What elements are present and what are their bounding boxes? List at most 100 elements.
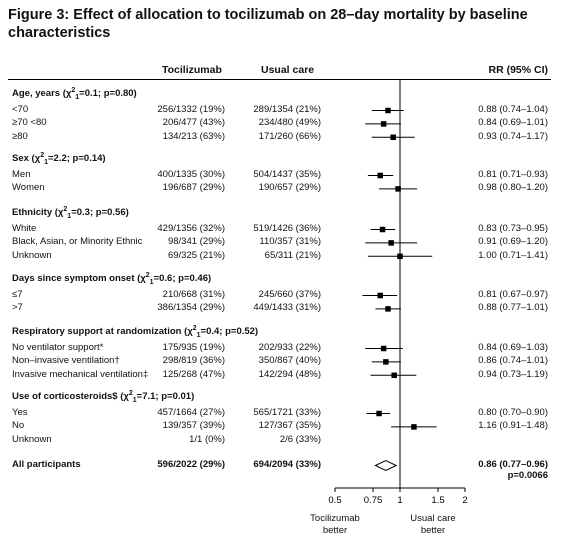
chi-squared-superscript: 2 [63,205,68,213]
row-label: No [12,420,25,432]
row-estimate-point [391,372,397,379]
row-label: White [12,223,37,234]
usual-care-cell: 171/260 (66%) [258,130,321,142]
group-heading-suffix: =0.1; p=0.80) [79,88,137,99]
overall-label: All participants [12,459,81,470]
rr-cell: 0.88 (0.77–1.01) [478,302,548,314]
tocilizumab-cell: 1/1 (0%) [189,433,225,445]
usual-care-cell: 202/933 (22%) [258,342,321,353]
row-label: >7 [12,302,23,314]
chi-squared-subscript: 1 [44,158,48,166]
tocilizumab-cell: 457/1664 (27%) [157,407,225,418]
row-label: Non–invasive ventilation† [12,355,120,367]
rr-cell: 0.93 (0.74–1.17) [478,130,548,142]
header-rule [8,79,551,80]
group-heading-suffix: =0.6; p=0.46) [153,273,212,284]
usual-care-cell: 110/357 (31%) [259,236,321,248]
right-favours-line1: Usual care [410,513,456,524]
rr-cell: 0.81 (0.67–0.97) [478,289,548,300]
left-favours-line2: better [322,525,348,536]
rr-cell: 0.94 (0.73–1.19) [478,368,548,380]
chi-squared-subscript: 1 [132,396,137,404]
row-label: ≤7 [12,289,23,300]
row-label: Yes [12,407,28,418]
header-tocilizumab: Tocilizumab [162,64,222,76]
rr-cell: 0.84 (0.69–1.01) [478,117,548,129]
tocilizumab-cell: 175/935 (19%) [162,342,225,353]
group-heading-prefix: Days since symptom onset (χ [12,273,146,284]
group-heading-text: Respiratory support at randomization (χ2… [12,325,259,339]
chi-squared-subscript: 1 [67,212,72,220]
chi-squared-superscript: 2 [71,86,76,94]
row-label: ≥80 [12,130,28,142]
group-heading-suffix: =7.1; p=0.01) [136,391,195,402]
rr-cell: 0.80 (0.70–0.90) [478,407,548,418]
header-rr: RR (95% CI) [488,64,548,76]
rr-cell: 1.00 (0.71–1.41) [478,249,548,261]
header-usual-care: Usual care [261,64,315,76]
group-heading-text: Age, years (χ21=0.1; p=0.80) [12,86,137,101]
usual-care-cell: 504/1437 (35%) [253,169,321,180]
usual-care-cell: 449/1433 (31%) [253,302,321,314]
tocilizumab-cell: 400/1335 (30%) [157,169,225,180]
row-label: Women [12,182,45,194]
usual-care-cell: 234/480 (49%) [258,117,321,129]
row-estimate-point [380,345,387,352]
row-estimate-point [385,306,391,312]
row-estimate-point [385,107,391,114]
tocilizumab-cell: 206/477 (43%) [162,117,225,129]
overall-estimate-diamond [374,459,398,472]
usual-care-cell: 2/6 (33%) [279,433,321,445]
chi-squared-subscript: 1 [196,331,201,339]
tocilizumab-cell: 134/213 (63%) [162,130,225,142]
row-estimate-point [395,186,401,192]
usual-care-cell: 519/1426 (36%) [253,223,321,234]
overall-usual-care-cell: 694/2094 (33%) [253,459,321,470]
x-tick-label: 0.5 [328,495,341,506]
tocilizumab-cell: 256/1332 (19%) [157,104,225,115]
x-tick-label: 1 [397,495,402,506]
usual-care-cell: 289/1354 (21%) [253,104,321,115]
group-heading-suffix: =2.2; p=0.14) [48,153,106,164]
row-label: Black, Asian, or Minority Ethnic [12,236,143,248]
right-favours-line2: better [420,525,446,536]
left-favours-line1: Tocilizumab [310,513,360,524]
rr-cell: 0.86 (0.74–1.01) [478,355,548,367]
group-heading-prefix: Ethnicity (χ [12,207,64,218]
group-heading-prefix: Age, years (χ [12,88,72,99]
group-heading-suffix: =0.4; p=0.52) [200,326,259,337]
row-label: ≥70 <80 [12,117,47,129]
usual-care-cell: 190/657 (29%) [258,182,321,194]
figure-title: Figure 3: Effect of allocation to tocili… [8,7,528,41]
group-heading-prefix: Sex (χ [12,153,41,164]
group-heading-prefix: Use of corticosteroids$ (χ [12,391,129,402]
tocilizumab-cell: 210/668 (31%) [162,289,225,300]
group-heading-prefix: Respiratory support at randomization (χ [12,326,193,337]
rr-cell: 0.88 (0.74–1.04) [478,104,548,115]
usual-care-cell: 127/367 (35%) [258,420,321,432]
chi-squared-superscript: 2 [128,389,133,397]
row-label: Unknown [12,433,52,445]
left-favours-label: Tocilizumab better [300,513,370,537]
group-heading-text: Ethnicity (χ21=0.3; p=0.56) [12,205,129,220]
right-favours-label: Usual care better [398,513,468,537]
group-heading-text: Sex (χ21=2.2; p=0.14) [12,152,106,166]
row-estimate-point [376,410,382,417]
overall-tocilizumab-cell: 596/2022 (29%) [157,459,225,470]
group-heading-text: Days since symptom onset (χ21=0.6; p=0.4… [12,272,212,286]
group-heading-text: Use of corticosteroids$ (χ21=7.1; p=0.01… [12,389,195,404]
row-label: Unknown [12,249,52,261]
x-tick-label: 1.5 [431,495,444,506]
tocilizumab-cell: 98/341 (29%) [167,236,225,248]
tocilizumab-cell: 196/687 (29%) [162,182,225,194]
overall-rr-cell: 0.86 (0.77–0.96) [478,459,548,470]
row-estimate-point [411,424,417,430]
row-estimate-point [377,292,383,299]
tocilizumab-cell: 429/1356 (32%) [157,223,225,234]
chi-squared-subscript: 1 [75,93,80,101]
usual-care-cell: 65/311 (21%) [264,249,321,261]
rr-cell: 0.81 (0.71–0.93) [478,169,548,180]
row-estimate-point [383,359,389,365]
